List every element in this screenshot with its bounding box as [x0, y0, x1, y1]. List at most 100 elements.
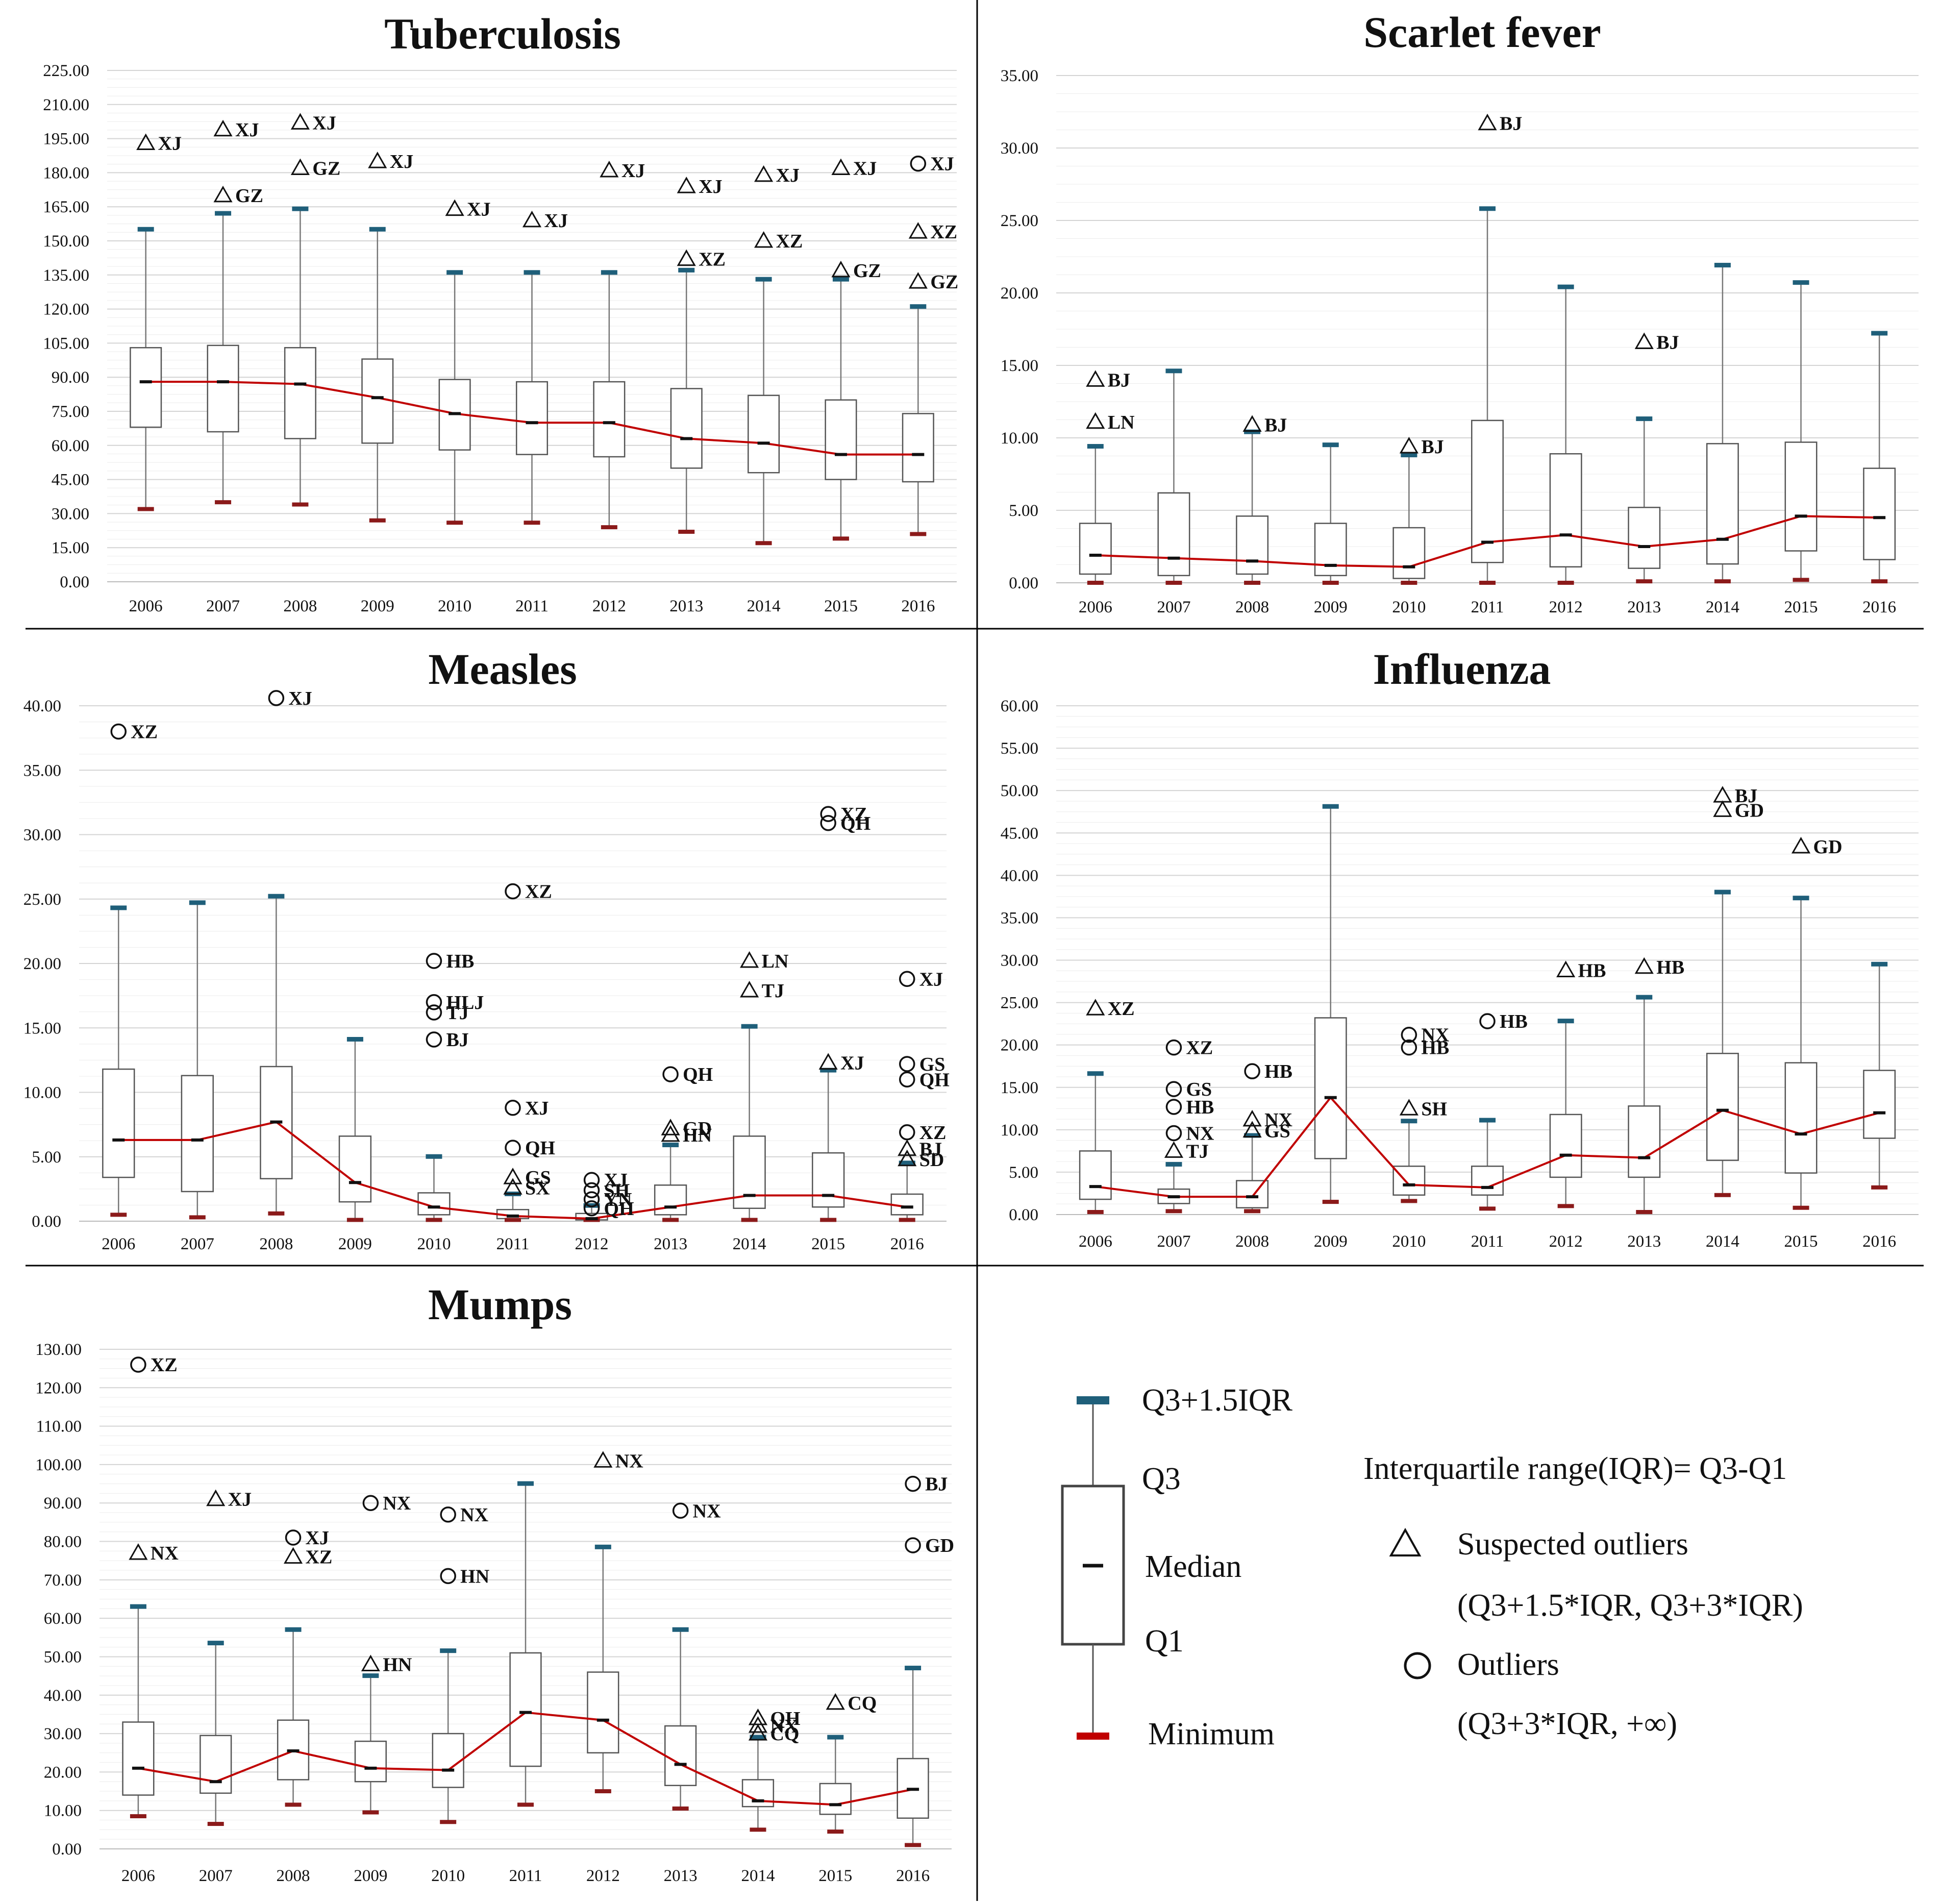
iqr-box	[1314, 1017, 1347, 1159]
cap-minimum	[741, 1218, 758, 1222]
outlier-triangle	[748, 1716, 768, 1733]
y-tick-label: 90.00	[52, 368, 89, 387]
iqr-box	[1863, 467, 1896, 560]
outlier-label: QH	[604, 1198, 634, 1220]
cap-minimum	[832, 536, 849, 541]
outlier-label: GS	[525, 1167, 551, 1189]
outlier-label: XJ	[288, 688, 312, 709]
y-tick-label: 75.00	[52, 403, 89, 421]
iqr-box	[1628, 1105, 1661, 1178]
outlier-label: BJ	[1421, 436, 1444, 458]
outlier-circle	[1165, 1125, 1182, 1142]
y-tick-label: 0.00	[60, 573, 89, 591]
cap-upper	[678, 267, 695, 273]
y-tick-label: 50.00	[1001, 782, 1038, 800]
y-tick-label: 90.00	[44, 1494, 82, 1513]
cap-upper	[827, 1735, 844, 1740]
cap-minimum	[672, 1806, 689, 1811]
iqr-box	[748, 394, 780, 474]
outlier-label: XJ	[930, 154, 954, 175]
iqr-box	[1079, 1150, 1112, 1200]
outlier-label: GD	[1813, 836, 1843, 858]
outlier-triangle	[1399, 1099, 1419, 1116]
legend-median-label: Median	[1145, 1549, 1241, 1584]
y-tick-label: 110.00	[36, 1418, 82, 1436]
y-tick-label: 20.00	[1001, 1036, 1038, 1055]
cap-minimum	[1871, 579, 1888, 584]
outlier-label: XJ	[544, 210, 568, 232]
outlier-label: LN	[1108, 412, 1135, 433]
cap-upper	[1322, 804, 1339, 809]
y-tick-label: 0.00	[1009, 1206, 1038, 1224]
outlier-label: XZ	[930, 221, 957, 243]
x-tick-label: 2014	[733, 1235, 766, 1253]
outlier-circle	[1401, 1039, 1417, 1056]
cap-upper	[130, 1604, 146, 1609]
outlier-triangle	[908, 272, 928, 289]
legend-outliers-label: Outliers	[1457, 1647, 1559, 1682]
y-tick-label: 135.00	[43, 266, 89, 285]
outlier-label: XJ	[235, 119, 259, 141]
cap-upper	[369, 227, 386, 232]
cap-minimum	[137, 507, 154, 511]
iqr-box	[670, 388, 703, 469]
x-tick-label: 2015	[818, 1867, 852, 1885]
outlier-label: YN	[604, 1189, 632, 1210]
outlier-circle	[1401, 1026, 1417, 1043]
iqr-box	[130, 347, 162, 428]
x-tick-label: 2014	[741, 1867, 775, 1885]
x-tick-label: 2015	[811, 1235, 845, 1253]
chart-mumps: Mumps 0.00 10.00 20.00 30.00 40.00 50.00 60.00 7…	[35, 1280, 954, 1885]
outlier-label: XJ	[853, 158, 877, 179]
iqr-box	[1628, 507, 1661, 569]
y-tick-label: 35.00	[23, 761, 61, 780]
cap-minimum	[285, 1802, 302, 1807]
cap-minimum	[189, 1215, 206, 1220]
outlier-triangle	[740, 981, 759, 998]
outlier-triangle	[361, 1654, 380, 1672]
outlier-label: XJ	[158, 133, 182, 155]
iqr-box	[664, 1725, 697, 1786]
outlier-triangle	[206, 1489, 226, 1506]
cap-upper	[662, 1143, 679, 1148]
y-tick-label: 80.00	[44, 1533, 82, 1551]
outlier-label: XZ	[699, 249, 726, 270]
y-tick-label: 20.00	[44, 1763, 82, 1782]
outlier-label: NX	[1264, 1109, 1292, 1131]
cap-upper	[1871, 961, 1888, 967]
outlier-triangle	[818, 1053, 838, 1070]
cap-minimum	[1244, 1209, 1261, 1214]
cap-minimum	[1793, 1205, 1809, 1210]
cap-upper	[440, 1648, 457, 1653]
outlier-circle	[1165, 1039, 1182, 1056]
x-tick-label: 2011	[515, 597, 549, 615]
outlier-label: XJ	[525, 1098, 549, 1119]
outlier-circle	[1165, 1081, 1182, 1097]
x-tick-label: 2013	[664, 1867, 698, 1885]
cap-minimum	[755, 541, 772, 546]
chart-influenza: Influenza 0.00 5.00 10.00 15.00 20.00 25.00 30.…	[1001, 645, 1919, 1251]
outlier-label: XZ	[525, 881, 552, 903]
x-tick-label: 2016	[1862, 1232, 1896, 1251]
cap-minimum	[1401, 581, 1417, 585]
iqr-box	[1157, 492, 1190, 577]
outlier-label: HN	[460, 1566, 489, 1587]
outlier-circle	[820, 815, 836, 831]
outlier-label: HB	[1421, 1037, 1449, 1059]
outlier-label: GS	[1186, 1079, 1212, 1100]
cap-minimum	[1479, 581, 1496, 585]
cap-minimum	[905, 1843, 922, 1847]
outlier-label: XZ	[919, 1122, 947, 1144]
y-tick-label: 70.00	[44, 1571, 82, 1590]
y-tick-label: 5.00	[1009, 502, 1038, 520]
outlier-triangle	[522, 210, 542, 228]
outlier-label: XZ	[306, 1547, 333, 1568]
cap-upper	[1714, 263, 1731, 268]
legend-triangle-icon	[1389, 1527, 1422, 1556]
outlier-label: XJ	[467, 199, 490, 220]
cap-upper	[820, 1068, 837, 1073]
cap-upper	[601, 270, 617, 275]
iqr-box	[207, 344, 239, 433]
x-tick-label: 2013	[1627, 1232, 1661, 1251]
